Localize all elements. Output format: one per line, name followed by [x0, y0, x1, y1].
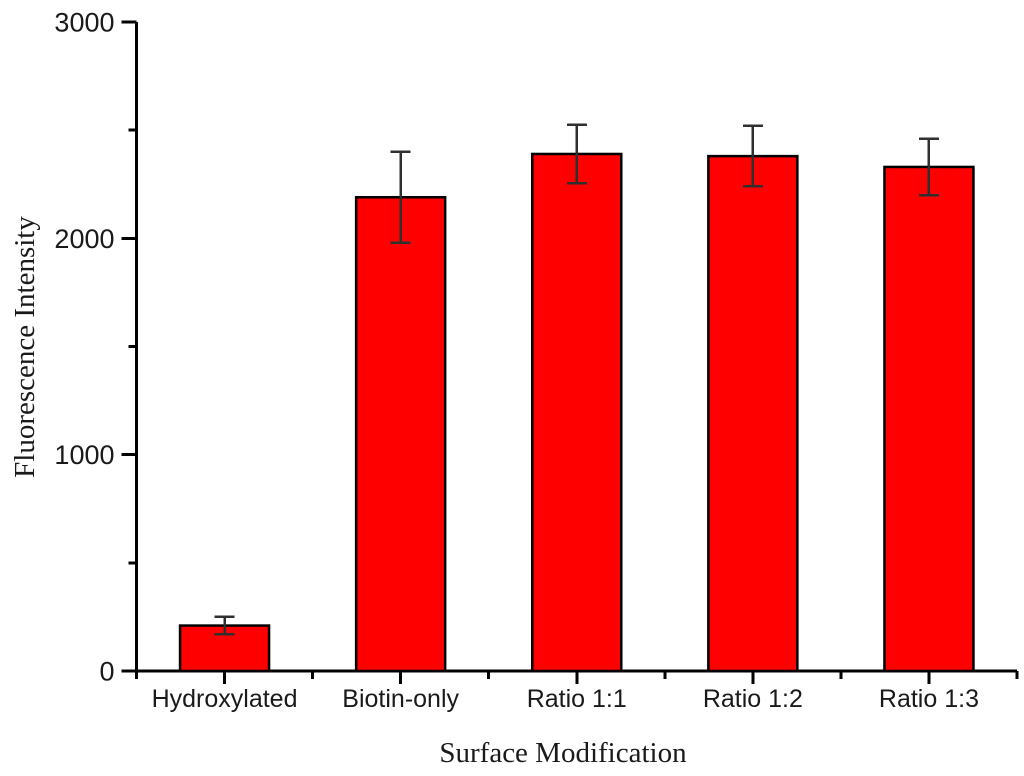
x-category-label: Hydroxylated	[152, 685, 298, 713]
y-tick-label: 3000	[54, 8, 114, 38]
y-axis-title: Fluorescence Intensity	[9, 216, 41, 478]
bar-biotin-only	[354, 195, 447, 673]
x-category-label: Ratio 1:3	[879, 685, 979, 713]
bars-layer	[178, 152, 975, 673]
y-tick-label: 0	[99, 657, 114, 687]
bar-ratio-1-1	[531, 152, 623, 673]
bar-ratio-1-3	[883, 165, 975, 673]
axes-layer	[121, 20, 1019, 684]
labels-layer: 0 1000 2000 3000 Hydroxylated Biotin-only Rati…	[54, 8, 979, 714]
y-tick-label: 2000	[54, 224, 114, 254]
x-category-label: Biotin-only	[342, 685, 459, 713]
x-axis-title: Surface Modification	[439, 737, 687, 769]
error-bars-layer	[214, 123, 939, 636]
x-category-label: Ratio 1:1	[527, 685, 627, 713]
bar-ratio-1-2	[707, 154, 799, 673]
y-tick-label: 1000	[54, 440, 114, 470]
x-category-label: Ratio 1:2	[703, 685, 803, 713]
